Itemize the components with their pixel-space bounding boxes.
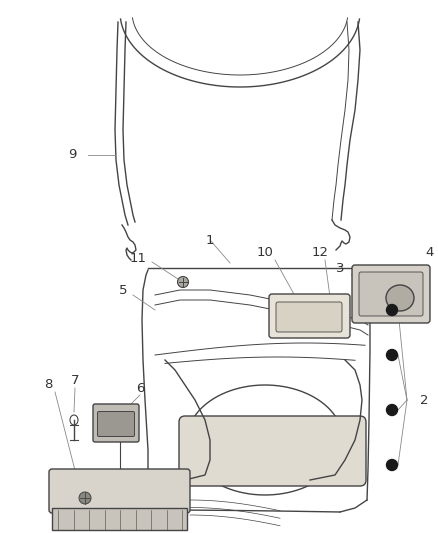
Text: 9: 9 xyxy=(68,149,76,161)
FancyBboxPatch shape xyxy=(276,302,342,332)
Text: 1: 1 xyxy=(206,233,214,246)
Text: 4: 4 xyxy=(426,246,434,259)
Text: 5: 5 xyxy=(119,284,127,296)
Circle shape xyxy=(386,350,398,360)
Circle shape xyxy=(386,304,398,316)
FancyBboxPatch shape xyxy=(352,265,430,323)
FancyBboxPatch shape xyxy=(49,469,190,513)
Circle shape xyxy=(386,405,398,416)
FancyBboxPatch shape xyxy=(98,411,134,437)
Ellipse shape xyxy=(386,285,414,311)
Text: 3: 3 xyxy=(336,262,344,274)
Text: 12: 12 xyxy=(311,246,328,259)
FancyBboxPatch shape xyxy=(359,272,423,316)
Circle shape xyxy=(386,459,398,471)
FancyBboxPatch shape xyxy=(179,416,366,486)
FancyBboxPatch shape xyxy=(93,404,139,442)
Text: 10: 10 xyxy=(257,246,273,259)
Text: 8: 8 xyxy=(44,378,52,392)
Text: 2: 2 xyxy=(420,393,428,407)
Text: 11: 11 xyxy=(130,252,146,264)
FancyBboxPatch shape xyxy=(269,294,350,338)
Circle shape xyxy=(79,492,91,504)
Circle shape xyxy=(177,277,188,287)
Text: 6: 6 xyxy=(136,382,144,394)
FancyBboxPatch shape xyxy=(52,508,187,530)
Text: 7: 7 xyxy=(71,374,79,386)
